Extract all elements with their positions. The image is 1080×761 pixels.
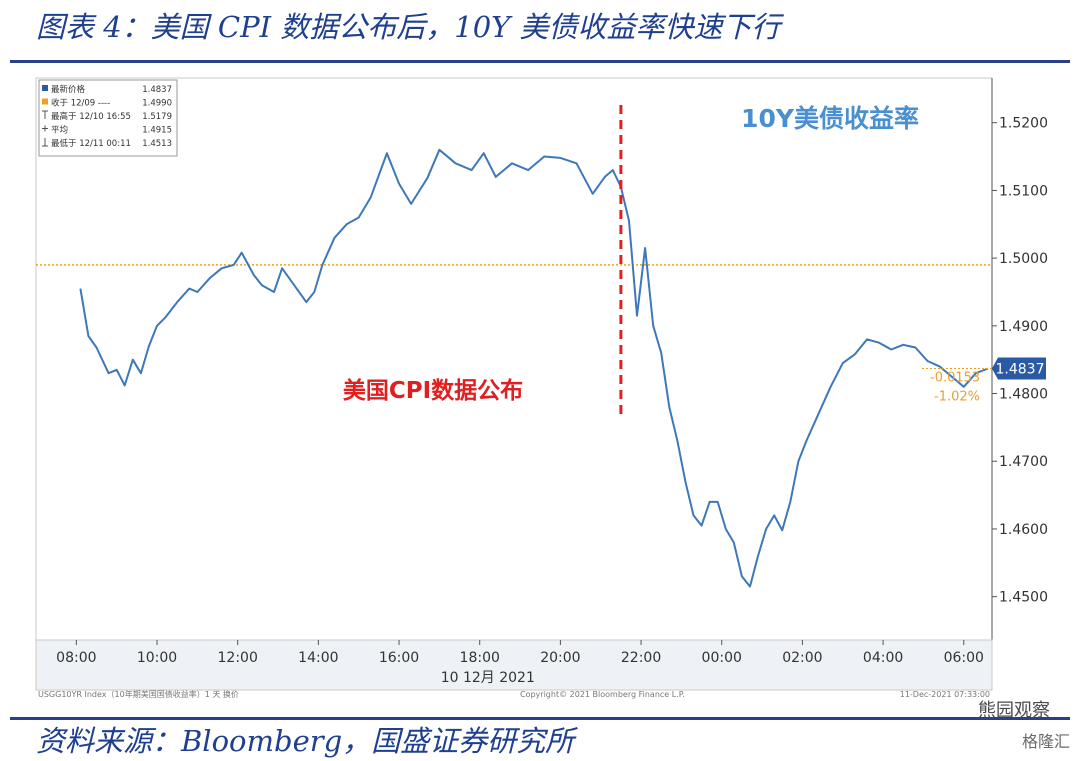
x-date-label: 10 12月 2021 <box>441 670 535 686</box>
legend-label-0: 最新价格 <box>51 84 86 95</box>
x-tick-label-2: 12:00 <box>218 650 258 666</box>
series-line-0 <box>79 148 989 588</box>
last-value-tag <box>992 357 1046 380</box>
x-tick-label-7: 22:00 <box>621 650 661 666</box>
legend-marker-4 <box>42 138 48 147</box>
last-value-label: 1.4837 <box>996 361 1045 377</box>
x-tick-label-5: 18:00 <box>460 650 500 666</box>
top-rule <box>10 60 1070 63</box>
legend-marker-3 <box>42 125 48 132</box>
legend-label-2: 最高于 12/10 16:55 <box>51 111 131 122</box>
legend-value-3: 1.4915 <box>142 126 172 136</box>
x-tick-label-9: 02:00 <box>782 650 822 666</box>
last-change-pct-label: -1.02% <box>934 389 980 404</box>
x-axis: 08:00 10:00 12:00 14:00 16:00 18:00 20:00 22:00… <box>56 640 984 686</box>
legend-label-4: 最低于 12/11 00:11 <box>51 138 131 149</box>
legend-value-2: 1.5179 <box>142 112 172 122</box>
x-tick-label-3: 14:00 <box>298 650 338 666</box>
y-tick-label-4: 1.4900 <box>999 319 1048 335</box>
footer-center: Copyright© 2021 Bloomberg Finance L.P. <box>520 690 685 699</box>
footer-left: USGG10YR Index（10年期美国国债收益率）1 天 换价 <box>38 689 239 699</box>
legend-label-3: 平均 <box>51 125 68 136</box>
figure-source: 资料来源：Bloomberg，国盛证券研究所 <box>36 724 575 758</box>
x-tick-label-8: 00:00 <box>702 650 742 666</box>
legend-marker-0 <box>42 85 48 91</box>
y-tick-label-1: 1.4600 <box>999 522 1048 538</box>
x-tick-label-10: 04:00 <box>863 650 903 666</box>
event-marker-label: 美国CPI数据公布 <box>343 377 523 404</box>
y-axis: 1.4500 1.4600 1.4700 1.4800 1.4900 1.5000 1.51… <box>992 116 1048 606</box>
x-tick-label-11: 06:00 <box>944 650 984 666</box>
last-value-group: 1.4837 -0.0153 -1.02% <box>922 357 1046 404</box>
y-tick-label-7: 1.5200 <box>999 116 1048 132</box>
event-layer: 美国CPI数据公布 <box>343 105 623 418</box>
bottom-rule <box>10 717 1070 720</box>
y-tick-label-5: 1.5000 <box>999 251 1048 267</box>
x-tick-label-1: 10:00 <box>137 650 177 666</box>
legend: 最新价格 1.4837 收于 12/09 ---- 1.4990 最高于 12/10 1… <box>38 79 178 157</box>
watermark-secondary: 格隆汇 <box>1021 732 1070 751</box>
y-tick-label-3: 1.4800 <box>999 387 1048 403</box>
x-tick-label-6: 20:00 <box>540 650 580 666</box>
chart-title: 10Y美债收益率 <box>741 104 919 133</box>
legend-marker-1 <box>42 98 48 105</box>
legend-value-0: 1.4837 <box>142 85 172 95</box>
y-tick-label-6: 1.5100 <box>999 183 1048 199</box>
legend-value-1: 1.4990 <box>142 99 172 109</box>
plot-frame <box>35 77 993 691</box>
legend-label-1: 收于 12/09 ---- <box>51 98 110 109</box>
footer-right: 11-Dec-2021 07:33:00 <box>900 690 990 699</box>
series-layer <box>79 148 989 588</box>
watermark: 熊园观察 <box>978 700 1050 721</box>
figure-title: 图表 4：美国 CPI 数据公布后，10Y 美债收益率快速下行 <box>36 10 781 44</box>
legend-marker-2 <box>42 110 48 119</box>
y-tick-label-0: 1.4500 <box>999 590 1048 606</box>
legend-value-4: 1.4513 <box>142 139 172 149</box>
y-tick-label-2: 1.4700 <box>999 454 1048 470</box>
x-tick-label-4: 16:00 <box>379 650 419 666</box>
last-change-label: -0.0153 <box>930 370 980 385</box>
x-tick-label-0: 08:00 <box>56 650 96 666</box>
